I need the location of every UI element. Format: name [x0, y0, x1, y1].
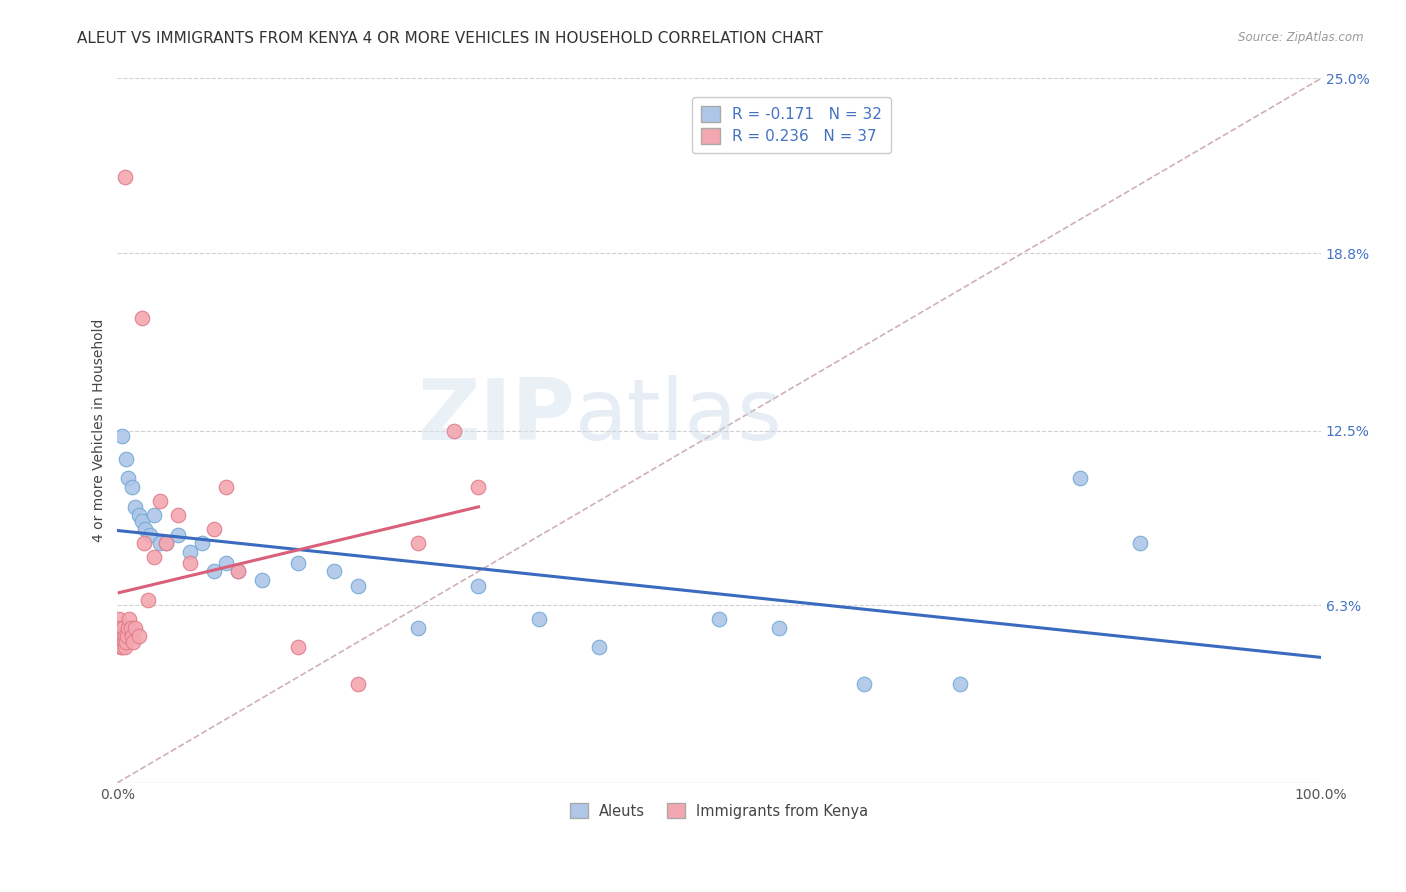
Point: [111, 429, 134, 443]
Point: [190, 536, 212, 550]
Point: [128, 508, 150, 522]
Point: [166, 508, 188, 522]
Point: [250, 573, 273, 587]
Text: ALEUT VS IMMIGRANTS FROM KENYA 4 OR MORE VEHICLES IN HOUSEHOLD CORRELATION CHART: ALEUT VS IMMIGRANTS FROM KENYA 4 OR MORE…: [77, 31, 823, 46]
Point: [110, 629, 132, 643]
Point: [134, 522, 156, 536]
Point: [347, 578, 370, 592]
Point: [226, 565, 249, 579]
Point: [179, 545, 201, 559]
Point: [142, 508, 165, 522]
Point: [111, 635, 134, 649]
Point: [215, 480, 238, 494]
Point: [215, 556, 238, 570]
Point: [131, 514, 153, 528]
Point: [108, 621, 131, 635]
Point: [1069, 471, 1091, 485]
Point: [155, 536, 177, 550]
Point: [323, 565, 346, 579]
Point: [110, 640, 132, 655]
Point: [148, 494, 170, 508]
Point: [115, 629, 138, 643]
Point: [121, 480, 143, 494]
Point: [114, 640, 136, 655]
Point: [115, 451, 138, 466]
Point: [114, 629, 136, 643]
Point: [949, 677, 972, 691]
Point: [117, 471, 139, 485]
Text: ZIP: ZIP: [418, 375, 575, 458]
Point: [467, 578, 489, 592]
Point: [588, 640, 610, 655]
Point: [155, 536, 177, 550]
Point: [111, 629, 134, 643]
Point: [118, 612, 141, 626]
Point: [111, 640, 134, 655]
Point: [1129, 536, 1152, 550]
Point: [112, 635, 135, 649]
Point: [166, 528, 188, 542]
Point: [115, 635, 138, 649]
Point: [122, 635, 145, 649]
Legend: Aleuts, Immigrants from Kenya: Aleuts, Immigrants from Kenya: [564, 797, 875, 825]
Point: [179, 556, 201, 570]
Point: [202, 522, 225, 536]
Point: [408, 536, 430, 550]
Point: [112, 621, 135, 635]
Point: [768, 621, 790, 635]
Point: [136, 592, 159, 607]
Point: [142, 550, 165, 565]
Point: [124, 500, 146, 514]
Point: [121, 629, 143, 643]
Point: [467, 480, 489, 494]
Point: [347, 677, 370, 691]
Text: atlas: atlas: [575, 375, 783, 458]
Point: [128, 629, 150, 643]
Point: [287, 640, 309, 655]
Y-axis label: 4 or more Vehicles in Household: 4 or more Vehicles in Household: [93, 319, 107, 542]
Point: [226, 565, 249, 579]
Point: [124, 621, 146, 635]
Point: [139, 528, 162, 542]
Point: [148, 536, 170, 550]
Text: Source: ZipAtlas.com: Source: ZipAtlas.com: [1239, 31, 1364, 45]
Point: [114, 170, 136, 185]
Point: [132, 536, 155, 550]
Point: [117, 621, 139, 635]
Point: [108, 612, 131, 626]
Point: [709, 612, 731, 626]
Point: [131, 310, 153, 325]
Point: [408, 621, 430, 635]
Point: [120, 621, 142, 635]
Point: [287, 556, 309, 570]
Point: [527, 612, 550, 626]
Point: [443, 424, 465, 438]
Point: [852, 677, 875, 691]
Point: [202, 565, 225, 579]
